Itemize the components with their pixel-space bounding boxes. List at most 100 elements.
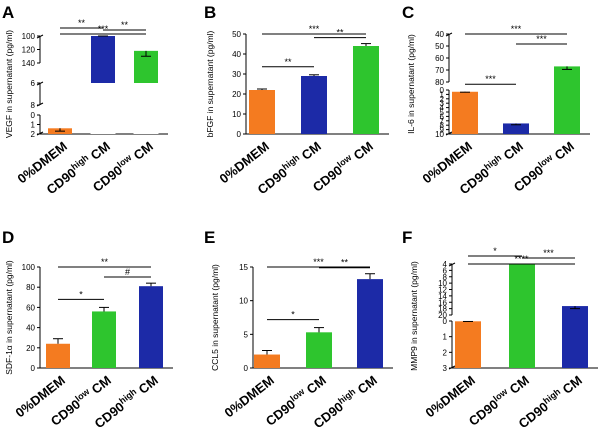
y-tick-label: 9 xyxy=(440,126,445,135)
y-tick-label: 30 xyxy=(232,70,241,79)
y-tick-label: 0 xyxy=(31,111,36,120)
chart-panel-a: A VEGF in supernatant (pg/ml) 012 6 8 100 120 1… xyxy=(2,3,168,197)
significance-label: *** xyxy=(536,34,547,44)
bar xyxy=(353,46,379,134)
y-tick-label: 8 xyxy=(440,121,445,130)
bar xyxy=(554,66,580,134)
significance-label: *** xyxy=(543,248,554,258)
y-tick-label: 6 xyxy=(440,112,445,121)
bar xyxy=(455,321,481,368)
bar xyxy=(249,90,275,134)
y-tick-label: 1 xyxy=(443,333,448,342)
bar xyxy=(92,311,116,368)
significance-label: * xyxy=(291,310,295,320)
y-tick-label: 4 xyxy=(440,104,445,113)
y-tick-label: 100 xyxy=(22,32,36,41)
bar xyxy=(562,306,588,368)
y-tick-label: 80 xyxy=(435,78,444,87)
y-tick-label: 20 xyxy=(232,90,241,99)
y-tick-label: 14 xyxy=(438,292,447,301)
significance-label: *** xyxy=(313,257,324,267)
significance-label: ** xyxy=(336,28,344,38)
y-tick-label: 6 xyxy=(31,79,36,88)
y-tick-label: 10 xyxy=(239,297,248,306)
panel-letter: B xyxy=(204,3,216,22)
y-tick-label: 0 xyxy=(443,317,448,326)
significance-label: ** xyxy=(284,57,292,67)
y-tick-label: 12 xyxy=(438,286,447,295)
panel-letter: A xyxy=(2,3,14,22)
y-axis-label: SDF-1α in supernatant (pg/ml) xyxy=(4,260,14,375)
y-tick-label: 15 xyxy=(239,263,248,272)
y-tick-label: 20 xyxy=(26,344,35,353)
significance-label: **** xyxy=(514,254,529,264)
y-tick-label: 120 xyxy=(22,46,36,55)
y-tick-label: 60 xyxy=(435,54,444,63)
significance-label: ** xyxy=(121,20,129,30)
y-axis-label: IL-6 in supernatant (pg/ml) xyxy=(406,34,416,134)
bar-break-gap xyxy=(133,83,159,134)
significance-label: * xyxy=(493,246,497,256)
y-tick-label: 10 xyxy=(438,279,447,288)
significance-label: # xyxy=(125,267,130,277)
y-tick-label: 0 xyxy=(440,86,445,95)
bar xyxy=(301,76,327,134)
y-tick-label: 5 xyxy=(440,108,445,117)
bar xyxy=(452,91,478,134)
y-tick-label: 2 xyxy=(440,95,445,104)
y-tick-label: 7 xyxy=(440,117,445,126)
chart-panel-c: C IL-6 in supernatant (pg/ml) 012345678910… xyxy=(402,3,590,197)
y-tick-label: 18 xyxy=(438,305,447,314)
bar xyxy=(139,286,163,368)
bar xyxy=(503,123,529,134)
y-tick-label: 0 xyxy=(237,130,242,139)
bar xyxy=(306,332,332,368)
panel-letter: C xyxy=(402,3,414,22)
bar xyxy=(509,264,535,368)
significance-label: * xyxy=(79,289,83,299)
significance-label: ** xyxy=(78,18,86,28)
y-tick-label: 50 xyxy=(435,42,444,51)
y-tick-label: 4 xyxy=(443,260,448,269)
bar xyxy=(254,354,280,368)
significance-label: *** xyxy=(309,24,320,34)
y-tick-label: 3 xyxy=(443,364,448,373)
significance-label: ** xyxy=(341,258,349,268)
y-tick-label: 16 xyxy=(438,298,447,307)
y-tick-label: 2 xyxy=(443,348,448,357)
panel-letter: D xyxy=(2,228,14,247)
y-tick-label: 10 xyxy=(435,130,444,139)
significance-label: ** xyxy=(101,257,109,267)
y-tick-label: 20 xyxy=(438,311,447,320)
y-axis-label: VEGF in supernatant (pg/ml) xyxy=(4,30,14,138)
panel-letter: E xyxy=(204,228,215,247)
y-axis-label: MMP9 in supernatant (pg/ml) xyxy=(409,261,419,371)
significance-label: *** xyxy=(98,24,109,34)
y-tick-label: 140 xyxy=(22,59,36,68)
y-tick-label: 6 xyxy=(443,266,448,275)
y-tick-label: 10 xyxy=(232,110,241,119)
y-tick-label: 1 xyxy=(440,90,445,99)
y-tick-label: 60 xyxy=(26,303,35,312)
y-tick-label: 40 xyxy=(26,324,35,333)
y-tick-label: 80 xyxy=(26,283,35,292)
y-tick-label: 5 xyxy=(244,330,249,339)
y-axis-label: CCL5 in supernatant (pg/ml) xyxy=(210,264,220,371)
y-tick-label: 0 xyxy=(244,364,249,373)
y-tick-label: 8 xyxy=(443,273,448,282)
y-tick-label: 70 xyxy=(435,66,444,75)
y-tick-label: 1 xyxy=(31,121,36,130)
y-tick-label: 100 xyxy=(22,263,36,272)
y-tick-label: 40 xyxy=(435,30,444,39)
y-tick-label: 40 xyxy=(232,50,241,59)
y-tick-label: 8 xyxy=(31,101,36,110)
y-tick-label: 3 xyxy=(440,99,445,108)
y-tick-label: 50 xyxy=(232,30,241,39)
y-tick-label: 0 xyxy=(31,364,36,373)
chart-panel-d: D SDF-1α in supernatant (pg/ml) 0 20 40 60 80 1… xyxy=(2,228,173,431)
significance-label: *** xyxy=(485,74,496,84)
